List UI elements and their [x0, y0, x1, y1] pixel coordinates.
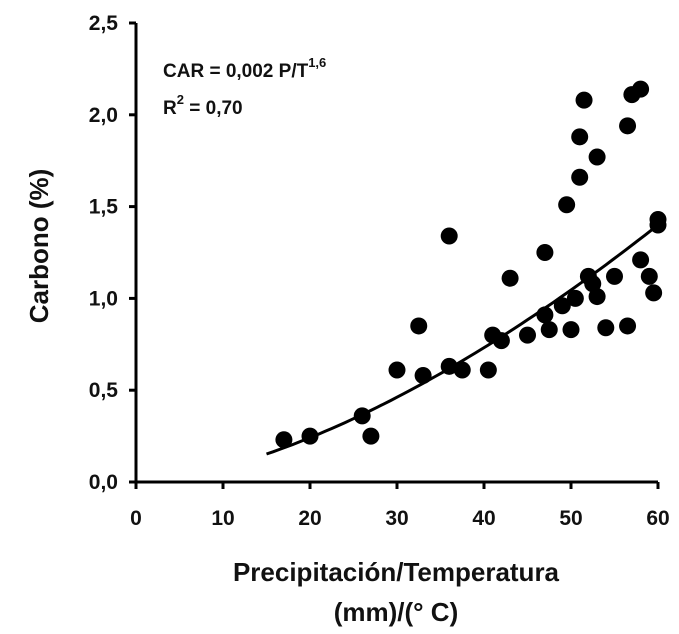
data-point [453, 361, 471, 379]
y-axis-ticks: 0,0 0,5 1,0 1,5 2,0 2,5 [89, 12, 136, 494]
equation-exponent: 1,6 [308, 55, 326, 70]
x-tick-label: 10 [211, 507, 234, 530]
data-point [501, 269, 519, 287]
r2-superscript: 2 [177, 92, 184, 107]
equation-annotation: CAR = 0,002 P/T1,6 [163, 55, 326, 82]
data-point [571, 128, 589, 146]
data-point [558, 196, 576, 214]
x-axis-title-line2: (mm)/(° C) [334, 597, 459, 627]
data-point [571, 168, 589, 186]
r2-value: = 0,70 [184, 98, 243, 119]
data-point [575, 91, 593, 109]
data-point [388, 361, 406, 379]
r2-annotation: R2 = 0,70 [163, 92, 243, 119]
data-point [410, 317, 428, 335]
data-point [540, 321, 558, 339]
equation-text: CAR = 0,002 P/T [163, 61, 309, 82]
y-tick-label: 1,0 [89, 287, 118, 310]
data-point [566, 289, 584, 307]
data-point [632, 251, 650, 269]
trendline [266, 223, 659, 456]
data-point [536, 244, 554, 261]
data-point [606, 267, 623, 285]
data-point [492, 332, 510, 350]
data-point [584, 275, 602, 293]
x-tick-label: 0 [130, 507, 142, 530]
data-point [632, 80, 650, 98]
data-point [645, 284, 663, 302]
data-point [597, 319, 615, 337]
x-axis-ticks: 0 10 20 30 40 50 60 [130, 482, 670, 530]
data-point [588, 288, 606, 306]
data-point [640, 267, 658, 285]
data-points [275, 80, 667, 449]
y-tick-label: 2,0 [89, 104, 118, 127]
y-tick-label: 0,0 [89, 471, 118, 494]
data-point [588, 148, 606, 166]
data-point [479, 361, 497, 379]
x-tick-label: 50 [559, 507, 582, 530]
x-axis-title-line1: Precipitación/Temperatura [233, 557, 560, 587]
data-point [562, 321, 580, 339]
y-tick-label: 1,5 [89, 196, 119, 219]
data-point [553, 297, 571, 315]
x-tick-label: 30 [385, 507, 408, 530]
x-tick-label: 20 [298, 507, 321, 530]
data-point [519, 326, 536, 344]
y-tick-label: 0,5 [89, 379, 119, 402]
plot-area: 0,0 0,5 1,0 1,5 2,0 2,5 0 10 20 30 40 50 60 [89, 12, 670, 530]
data-point [619, 317, 637, 335]
data-point [619, 117, 637, 135]
data-point [440, 227, 458, 245]
y-tick-label: 2,5 [89, 12, 119, 35]
data-point [275, 431, 293, 449]
y-axis-title: Carbono (%) [24, 169, 54, 324]
x-tick-label: 40 [472, 507, 495, 530]
r2-label: R [163, 98, 177, 119]
data-point [362, 427, 380, 445]
x-tick-label: 60 [646, 507, 669, 530]
